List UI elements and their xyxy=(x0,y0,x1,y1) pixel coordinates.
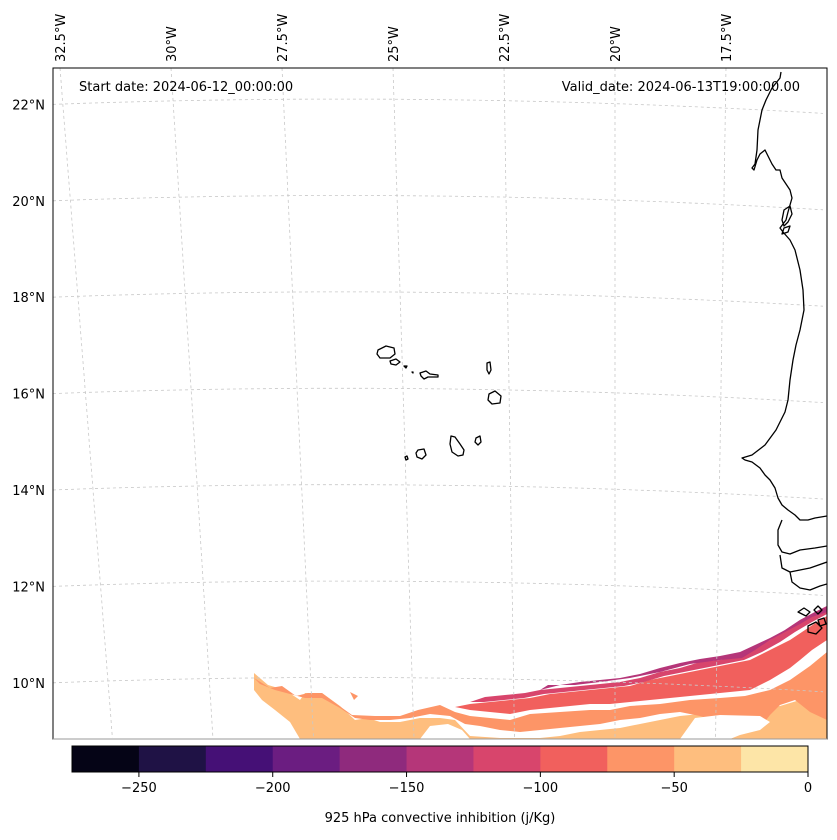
coastline-cape-verde-sal xyxy=(486,361,492,375)
colorbar-segment xyxy=(406,746,474,772)
y-tick-labels: 22°N 20°N 18°N 16°N 14°N 12°N 10°N xyxy=(12,98,45,691)
colorbar-segment xyxy=(473,746,541,772)
y-tick-label: 18°N xyxy=(12,291,45,306)
colorbar-tick-label: −150 xyxy=(389,781,425,796)
meridian-line xyxy=(715,68,727,739)
coastline-cape-verde-boa-vista xyxy=(487,390,502,405)
x-tick-label: 22.5°W xyxy=(498,14,513,62)
colorbar-segment xyxy=(339,746,408,772)
y-tick-label: 10°N xyxy=(12,677,45,692)
cin-region-red xyxy=(470,606,827,702)
parallel-line xyxy=(53,98,824,114)
colorbar-segment xyxy=(138,746,207,772)
parallel-line xyxy=(53,580,824,596)
meridian-line xyxy=(170,68,214,739)
meridian-line xyxy=(392,68,415,739)
y-tick-label: 16°N xyxy=(12,388,45,403)
start-date-label: Start date: 2024-06-12_00:00:00 xyxy=(79,80,293,95)
colorbar-tick-label: −50 xyxy=(660,781,687,796)
x-tick-label: 27.5°W xyxy=(276,14,291,62)
x-tick-label: 25°W xyxy=(387,26,402,62)
colorbar-tick-label: −100 xyxy=(523,781,559,796)
colorbar-segment xyxy=(272,746,341,772)
colorbar-segment xyxy=(741,746,809,772)
colorbar-frame xyxy=(71,745,809,773)
graticule xyxy=(53,68,824,739)
coastline-cape-verde-sao-nicolau xyxy=(419,370,439,380)
coastline-cape-verde-fogo xyxy=(415,448,427,460)
coastline-cape-verde-santiago xyxy=(449,435,465,457)
meridian-line xyxy=(281,68,314,739)
coastline-cape-verde-maio xyxy=(474,435,482,446)
parallel-line xyxy=(53,677,824,693)
cin-region-small-patch xyxy=(350,692,358,700)
coastline-banc-arguin xyxy=(781,205,793,235)
valid-date-label: Valid_date: 2024-06-13T19:00:00.00 xyxy=(562,80,800,95)
parallel-line xyxy=(53,291,824,307)
coastline-bijagos xyxy=(797,605,827,635)
coastlines xyxy=(376,71,827,635)
cin-gap xyxy=(680,715,770,739)
colorbar-segment xyxy=(607,746,675,772)
cin-region-orange xyxy=(254,652,827,732)
x-tick-label: 32.5°W xyxy=(54,14,69,62)
map-axes-background xyxy=(53,68,827,739)
x-tick-label: 17.5°W xyxy=(720,14,735,62)
colorbar-segment xyxy=(540,746,608,772)
y-tick-label: 12°N xyxy=(12,580,45,595)
colorbar-segment xyxy=(72,746,140,772)
meridian-line xyxy=(503,68,515,739)
colorbar-tick-label: 0 xyxy=(804,781,812,796)
colorbar-segment xyxy=(674,746,742,772)
coastline-africa xyxy=(741,71,827,591)
cin-region-coral xyxy=(455,616,827,714)
coastline-cape-verde-santo-antao xyxy=(376,345,396,359)
colorbar-ticks: −250 −200 −150 −100 −50 0 xyxy=(121,772,812,796)
parallel-line xyxy=(53,195,824,211)
x-tick-label: 30°W xyxy=(165,26,180,62)
y-tick-label: 14°N xyxy=(12,484,45,499)
coastline-cape-verde-sao-vicente xyxy=(389,358,401,366)
colorbar-segment xyxy=(205,746,274,772)
parallel-line xyxy=(53,387,824,403)
meridian-line xyxy=(59,68,113,739)
colorbar-tick-label: −200 xyxy=(255,781,291,796)
parallel-line xyxy=(53,484,824,500)
cin-gap xyxy=(420,724,470,739)
y-tick-label: 22°N xyxy=(12,98,45,113)
colorbar-label: 925 hPa convective inhibition (j/Kg) xyxy=(325,811,556,826)
coastline-cape-verde-brava xyxy=(404,455,409,461)
coastline-cape-verde-santa-luzia xyxy=(403,365,414,374)
colorbar-tick-label: −250 xyxy=(121,781,157,796)
cin-contour-field xyxy=(53,606,827,739)
x-tick-labels: 32.5°W 30°W 27.5°W 25°W 22.5°W 20°W 17.5°W xyxy=(54,14,735,62)
x-tick-label: 20°W xyxy=(609,26,624,62)
colorbar xyxy=(72,746,809,772)
y-tick-label: 20°N xyxy=(12,195,45,210)
